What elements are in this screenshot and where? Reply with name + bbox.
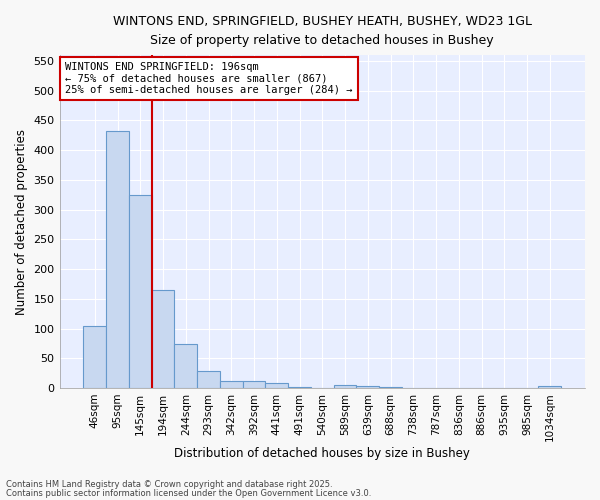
Bar bbox=[83, 326, 106, 388]
Bar bbox=[356, 386, 379, 388]
Bar bbox=[175, 344, 197, 388]
Text: Contains HM Land Registry data © Crown copyright and database right 2025.: Contains HM Land Registry data © Crown c… bbox=[6, 480, 332, 489]
Y-axis label: Number of detached properties: Number of detached properties bbox=[15, 128, 28, 314]
Bar bbox=[129, 195, 152, 388]
Bar bbox=[152, 290, 175, 388]
Bar bbox=[242, 381, 265, 388]
Title: WINTONS END, SPRINGFIELD, BUSHEY HEATH, BUSHEY, WD23 1GL
Size of property relati: WINTONS END, SPRINGFIELD, BUSHEY HEATH, … bbox=[113, 15, 532, 47]
Text: Contains public sector information licensed under the Open Government Licence v3: Contains public sector information licen… bbox=[6, 488, 371, 498]
Bar bbox=[265, 382, 288, 388]
Bar bbox=[288, 387, 311, 388]
Bar bbox=[197, 372, 220, 388]
Text: WINTONS END SPRINGFIELD: 196sqm
← 75% of detached houses are smaller (867)
25% o: WINTONS END SPRINGFIELD: 196sqm ← 75% of… bbox=[65, 62, 352, 95]
Bar bbox=[220, 382, 242, 388]
X-axis label: Distribution of detached houses by size in Bushey: Distribution of detached houses by size … bbox=[175, 447, 470, 460]
Bar bbox=[538, 386, 561, 388]
Bar bbox=[334, 385, 356, 388]
Bar bbox=[106, 131, 129, 388]
